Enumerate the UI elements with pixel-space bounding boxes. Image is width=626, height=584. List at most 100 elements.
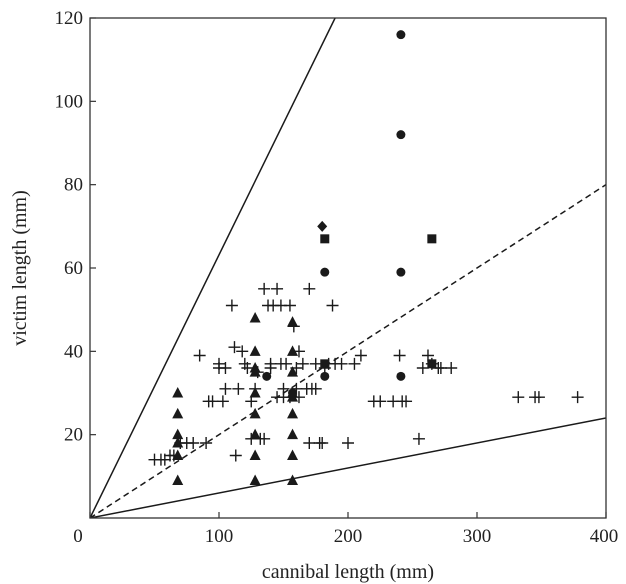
- plus-point: [421, 349, 434, 362]
- plus-point: [206, 395, 219, 408]
- y-tick-label: 80: [64, 175, 83, 196]
- plus-point: [167, 449, 180, 462]
- plus-point: [245, 395, 258, 408]
- plus-point: [445, 362, 458, 374]
- plus-point: [532, 391, 545, 404]
- plus-point: [219, 362, 232, 374]
- plus-point: [400, 395, 413, 408]
- reference-line-solid-2: [90, 417, 606, 518]
- circle-point: [320, 371, 330, 381]
- triangle-point: [249, 474, 261, 485]
- plus-point: [216, 395, 229, 408]
- plus-point: [412, 432, 425, 445]
- circle-point: [320, 267, 330, 277]
- plus-point: [277, 382, 290, 395]
- x-axis-title: cannibal length (mm): [262, 561, 434, 583]
- plus-point: [393, 349, 406, 362]
- square-point: [320, 234, 330, 244]
- x-tick-label: 200: [334, 526, 363, 547]
- reference-line-solid-0: [90, 18, 336, 518]
- triangle-point: [249, 428, 261, 440]
- plus-point: [229, 449, 242, 462]
- circle-point: [396, 130, 406, 140]
- y-tick-label: 120: [55, 8, 84, 29]
- plus-point: [434, 362, 447, 374]
- x-tick-label: 300: [463, 526, 492, 547]
- plus-point: [219, 382, 232, 395]
- diamond-point: [317, 220, 328, 232]
- plus-point: [292, 391, 305, 404]
- y-tick-label: 100: [55, 91, 84, 112]
- plus-point: [354, 349, 367, 362]
- plus-point: [292, 345, 305, 358]
- plus-point: [425, 357, 438, 370]
- series-diamond: [317, 220, 328, 232]
- y-axis-title: victim length (mm): [9, 190, 31, 346]
- triangle-point: [287, 316, 299, 327]
- plus-point: [283, 299, 296, 312]
- triangle-point: [172, 449, 184, 460]
- plus-point: [264, 362, 277, 374]
- plus-point: [303, 282, 316, 295]
- reference-line-dashed-1: [90, 184, 606, 518]
- plus-point: [374, 395, 387, 408]
- plus-point: [280, 357, 293, 370]
- plus-point: [225, 299, 238, 312]
- triangle-point: [287, 366, 299, 377]
- triangle-point: [287, 428, 299, 440]
- plus-point: [241, 362, 254, 374]
- circle-point: [396, 371, 406, 381]
- data-markers: [148, 30, 584, 485]
- y-tick-label: 60: [64, 258, 83, 279]
- plus-point: [251, 366, 264, 379]
- triangle-point: [172, 387, 184, 398]
- plus-point: [290, 362, 303, 374]
- plus-point: [303, 437, 316, 449]
- triangle-point: [287, 449, 299, 460]
- plus-point: [249, 382, 262, 395]
- plus-point: [271, 282, 284, 295]
- reference-lines: [90, 18, 606, 518]
- triangle-point: [249, 345, 261, 356]
- y-tick-label: 20: [64, 425, 83, 446]
- plus-point: [258, 282, 271, 295]
- triangle-point: [287, 474, 299, 485]
- plus-point: [326, 299, 339, 312]
- plus-point: [309, 382, 322, 395]
- x-tick-label: 0: [73, 526, 83, 547]
- plus-point: [228, 341, 241, 354]
- plus-point: [309, 357, 322, 370]
- plus-point: [512, 391, 525, 404]
- circle-point: [396, 267, 406, 277]
- plus-point: [200, 437, 213, 449]
- plus-point: [416, 362, 429, 374]
- triangle-point: [249, 407, 261, 419]
- plus-point: [290, 382, 303, 395]
- plus-point: [187, 437, 200, 449]
- plus-point: [342, 437, 354, 449]
- triangle-point: [249, 449, 261, 460]
- circle-point: [396, 30, 406, 40]
- circle-point: [262, 371, 272, 381]
- plus-point: [236, 345, 249, 358]
- y-tick-label: 40: [64, 341, 83, 362]
- series-square: [320, 234, 437, 369]
- triangle-point: [287, 345, 299, 356]
- x-tick-label: 400: [590, 526, 619, 547]
- plus-point: [193, 349, 206, 362]
- triangle-point: [287, 407, 299, 419]
- plus-point: [571, 391, 584, 404]
- plus-point: [335, 357, 348, 370]
- series-circle: [262, 30, 406, 398]
- triangle-point: [172, 407, 184, 419]
- plus-point: [316, 437, 329, 449]
- square-point: [427, 234, 437, 244]
- triangle-point: [172, 428, 184, 440]
- x-tick-label: 100: [205, 526, 234, 547]
- plus-point: [232, 382, 245, 395]
- triangle-point: [172, 474, 184, 485]
- plus-point: [258, 432, 271, 445]
- axis-ticks: 0 100 200 300 400 20 40 60 80 100 120: [55, 8, 619, 547]
- triangle-point: [249, 312, 261, 323]
